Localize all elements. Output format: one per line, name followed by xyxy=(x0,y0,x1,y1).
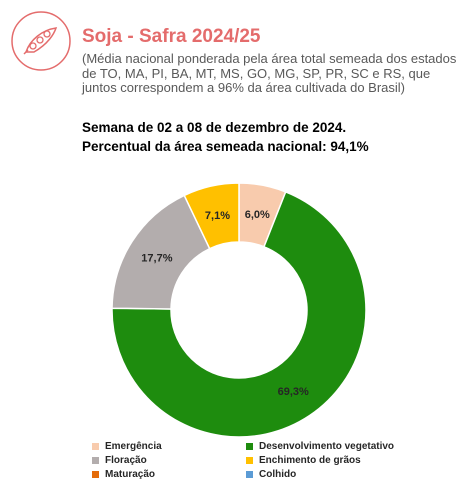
legend-label: Enchimento de grãos xyxy=(259,455,361,466)
legend-swatch xyxy=(246,443,253,450)
legend-item-1: Desenvolvimento vegetativo xyxy=(246,441,394,452)
legend-label: Colhido xyxy=(259,469,297,480)
planted-percentage-label: Percentual da área semeada nacional: 94,… xyxy=(82,139,369,154)
week-label: Semana de 02 a 08 de dezembro de 2024. xyxy=(82,120,347,135)
page-title: Soja - Safra 2024/25 xyxy=(82,26,261,47)
legend-item-2: Floração xyxy=(92,455,147,466)
slice-label-3: 7,1% xyxy=(205,210,230,222)
donut-chart: 6,0% 69,3% 17,7% 7,1% xyxy=(111,182,367,438)
legend-swatch xyxy=(92,443,99,450)
subtitle-note: (Média nacional ponderada pela área tota… xyxy=(82,51,457,95)
legend-item-4: Maturação xyxy=(92,469,155,480)
legend-swatch xyxy=(246,457,253,464)
legend-label: Maturação xyxy=(105,469,156,480)
legend-item-5: Colhido xyxy=(246,469,296,480)
legend-label: Emergência xyxy=(105,441,162,452)
slice-2 xyxy=(111,194,211,310)
slice-1 xyxy=(111,190,367,438)
legend-label: Desenvolvimento vegetativo xyxy=(259,441,395,452)
legend-item-3: Enchimento de grãos xyxy=(246,455,361,466)
legend-swatch xyxy=(246,471,253,478)
legend-swatch xyxy=(92,471,99,478)
slice-label-2: 17,7% xyxy=(141,252,172,264)
soybean-logo xyxy=(10,10,72,72)
slice-label-0: 6,0% xyxy=(245,209,270,221)
slice-3 xyxy=(183,182,240,250)
slice-label-1: 69,3% xyxy=(278,386,309,398)
legend-label: Floração xyxy=(105,455,147,466)
legend-item-0: Emergência xyxy=(92,441,162,452)
soybean-pod-icon xyxy=(11,11,71,71)
legend-swatch xyxy=(92,457,99,464)
